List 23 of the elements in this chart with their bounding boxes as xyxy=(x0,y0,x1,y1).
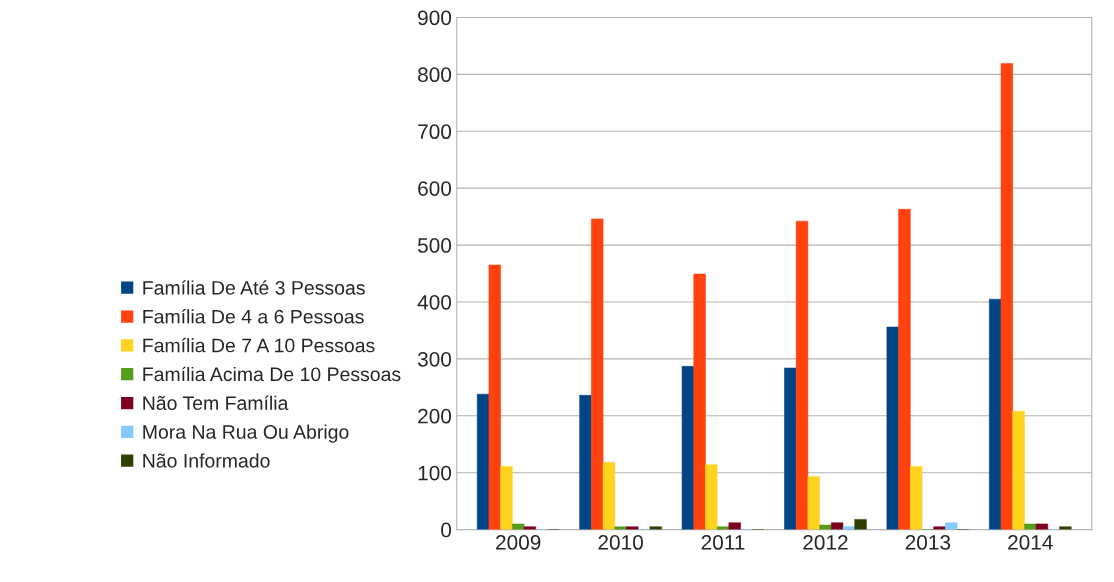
x-tick-label: 2009 xyxy=(496,535,541,550)
legend-label: Família De Até 3 Pessoas xyxy=(143,280,365,295)
x-tick-label: 2014 xyxy=(1008,535,1053,550)
y-tick-label: 200 xyxy=(418,408,452,424)
x-tick-label: 2013 xyxy=(905,535,951,550)
y-tick-label: 100 xyxy=(418,465,452,481)
y-tick-label: 400 xyxy=(417,294,452,310)
x-tick-label: 2011 xyxy=(701,535,745,550)
legend-label: Não Informado xyxy=(143,453,270,468)
legend-label: Não Tem Família xyxy=(143,395,289,411)
y-tick-label: 0 xyxy=(441,522,452,538)
y-tick-label: 500 xyxy=(417,238,452,253)
y-tick-label: 300 xyxy=(417,351,452,367)
legend-label: Família Acima De 10 Pessoas xyxy=(143,366,401,382)
y-tick-label: 700 xyxy=(418,124,452,140)
x-tick-label: 2012 xyxy=(803,535,848,550)
y-tick-label: 600 xyxy=(418,181,452,196)
x-tick-label: 2010 xyxy=(598,535,643,550)
legend-label: Família De 4 a 6 Pessoas xyxy=(143,309,364,324)
y-tick-label: 900 xyxy=(418,10,452,26)
legend-label: Mora Na Rua Ou Abrigo xyxy=(143,424,349,443)
legend-label: Família De 7 A 10 Pessoas xyxy=(143,337,375,353)
y-tick-label: 800 xyxy=(418,67,452,83)
